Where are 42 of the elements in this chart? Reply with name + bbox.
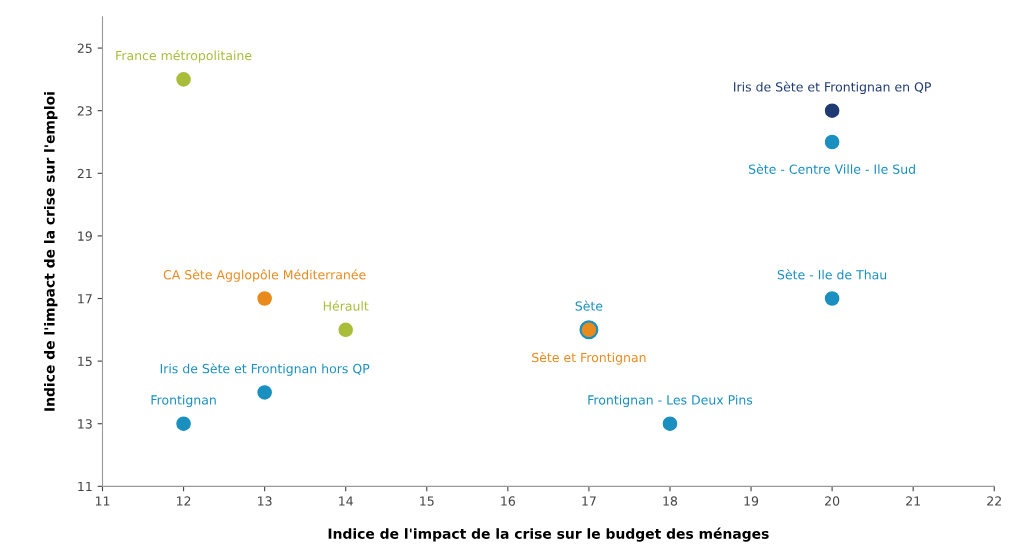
y-tick-label: 19 [78, 231, 92, 241]
x-tick-label: 21 [906, 496, 920, 506]
series-label: Sète - Ile de Thau [777, 269, 887, 280]
x-tick-label: 19 [744, 496, 759, 506]
x-tick-label: 22 [987, 496, 1001, 506]
x-tick-label: 14 [339, 496, 353, 506]
series-label: Iris de Sète et Frontignan hors QP [160, 363, 370, 376]
series-label: CA Sète Agglopôle Méditerranée [163, 269, 366, 282]
point [662, 416, 678, 432]
x-tick-label: 12 [176, 496, 191, 506]
series-label: Sète [575, 300, 603, 311]
point [257, 385, 272, 400]
x-tick-label: 15 [420, 496, 434, 506]
series-label: Frontignan [151, 394, 216, 408]
series-label: Sète et Frontignan [532, 352, 646, 365]
x-tick-label: 18 [663, 496, 678, 506]
y-tick-label: 17 [78, 294, 92, 304]
x-tick-label: 11 [95, 496, 110, 506]
point [824, 103, 840, 118]
point [338, 322, 353, 338]
y-tick-label: 23 [77, 106, 92, 116]
series-label: Sète - Centre Ville - Ile Sud [748, 163, 915, 174]
point [824, 291, 840, 306]
x-tick-label: 13 [258, 496, 272, 506]
x-tick-label: 16 [501, 496, 516, 506]
y-axis-title: Indice de l'impact de la crise sur l'emploi [43, 92, 58, 411]
y-tick-label: 11 [78, 481, 92, 492]
x-tick-label: 20 [825, 496, 840, 506]
point [176, 416, 191, 432]
point [257, 291, 272, 306]
series-label: Iris de Sète et Frontignan en QP [734, 81, 931, 95]
series-label: Hérault [323, 300, 369, 311]
y-tick-label: 13 [78, 419, 92, 429]
point [824, 134, 840, 150]
y-tick-label: 21 [77, 168, 92, 179]
series-label: Frontignan - Les Deux Pins [588, 394, 753, 408]
series-label: France métropolitaine [116, 50, 252, 63]
x-axis-title: Indice de l'impact de la crise sur le budget des ménages [328, 527, 769, 542]
y-tick-label: 15 [78, 356, 92, 367]
y-tick-label: 25 [77, 43, 92, 53]
point [176, 72, 191, 87]
x-tick-label: 17 [582, 496, 596, 506]
